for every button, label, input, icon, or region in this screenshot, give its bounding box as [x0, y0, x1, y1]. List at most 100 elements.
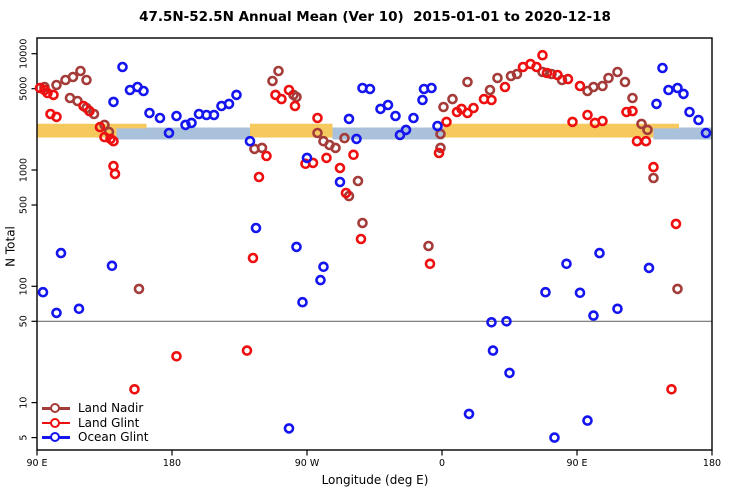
data-point: [301, 152, 313, 164]
data-point: [291, 241, 302, 253]
data-point: [84, 105, 95, 117]
data-point: [499, 81, 511, 93]
data-point: [612, 303, 623, 315]
land-mean-band: [443, 123, 654, 138]
data-point: [537, 66, 548, 78]
data-point: [562, 73, 574, 85]
y-tick-label: 1000: [19, 158, 30, 182]
data-point: [651, 98, 662, 110]
data-point: [574, 287, 586, 299]
x-tick-label: 0: [439, 458, 445, 469]
data-point: [424, 258, 436, 270]
data-point: [318, 261, 329, 273]
data-point: [417, 94, 428, 106]
data-point: [582, 415, 593, 426]
x-tick-label: 180: [703, 458, 721, 469]
data-point: [330, 142, 341, 154]
data-point: [42, 87, 53, 99]
data-point: [37, 286, 49, 298]
data-point: [594, 247, 605, 259]
ocean-mean-band: [116, 127, 250, 140]
data-point: [505, 70, 517, 82]
data-point: [208, 109, 220, 121]
data-point: [55, 247, 67, 259]
data-point: [541, 67, 553, 79]
data-point: [462, 76, 473, 88]
data-point: [231, 89, 242, 101]
data-point: [106, 260, 118, 272]
data-point: [549, 432, 560, 443]
data-point: [648, 172, 659, 184]
x-tick-label: 90 E: [566, 458, 587, 469]
data-point: [340, 187, 352, 199]
data-point: [511, 68, 523, 80]
data-point: [171, 110, 182, 122]
data-point: [574, 80, 586, 92]
data-point: [492, 72, 503, 84]
data-point: [670, 218, 682, 230]
data-point: [700, 127, 712, 139]
data-point: [588, 81, 599, 93]
legend-item-land-nadir: Land Nadir: [42, 401, 148, 416]
data-point: [588, 310, 599, 321]
data-point: [223, 98, 235, 110]
data-point: [546, 68, 557, 80]
land-mean-band: [250, 123, 333, 138]
data-point: [463, 408, 475, 420]
data-point: [334, 162, 346, 174]
data-point: [657, 62, 668, 74]
series-land-nadir: [39, 65, 683, 295]
data-point: [283, 84, 295, 96]
data-point: [357, 217, 368, 229]
data-point: [603, 72, 614, 84]
data-point: [432, 120, 443, 132]
data-point: [462, 107, 473, 119]
data-point: [51, 79, 62, 91]
data-point: [382, 99, 394, 111]
ocean-mean-band: [332, 127, 444, 140]
data-point: [663, 84, 674, 96]
data-point: [297, 296, 308, 308]
y-tick-label: 10000: [19, 39, 30, 69]
data-point: [51, 307, 62, 319]
data-point: [339, 132, 350, 144]
data-point: [423, 240, 434, 252]
data-point: [99, 131, 110, 143]
data-point: [364, 83, 376, 95]
data-point: [283, 423, 295, 434]
data-point: [531, 61, 542, 73]
land-mean-band-thin: [116, 123, 147, 129]
data-point: [486, 94, 497, 106]
data-point: [250, 222, 262, 234]
data-point: [247, 252, 259, 264]
data-point: [315, 274, 326, 286]
data-point: [684, 106, 695, 118]
x-tick-label: 180: [163, 458, 181, 469]
data-point: [394, 129, 406, 141]
data-point: [435, 142, 446, 154]
data-point: [408, 112, 419, 124]
data-point: [81, 74, 92, 86]
data-point: [351, 133, 362, 145]
data-point: [433, 147, 445, 159]
data-point: [117, 61, 128, 73]
data-point: [352, 175, 364, 187]
data-point: [51, 111, 62, 123]
data-point: [487, 345, 499, 356]
data-point: [441, 116, 452, 128]
data-point: [597, 80, 608, 92]
data-point: [501, 315, 512, 327]
data-point: [133, 283, 145, 295]
legend-label: Land Glint: [78, 415, 140, 430]
data-point: [94, 121, 106, 133]
data-point: [343, 113, 355, 125]
data-point: [636, 118, 647, 130]
data-point: [484, 84, 496, 96]
data-point: [253, 171, 265, 183]
data-point: [109, 168, 121, 180]
data-point: [631, 135, 643, 147]
data-point: [273, 65, 284, 77]
data-point: [73, 303, 85, 315]
data-point: [627, 92, 638, 104]
